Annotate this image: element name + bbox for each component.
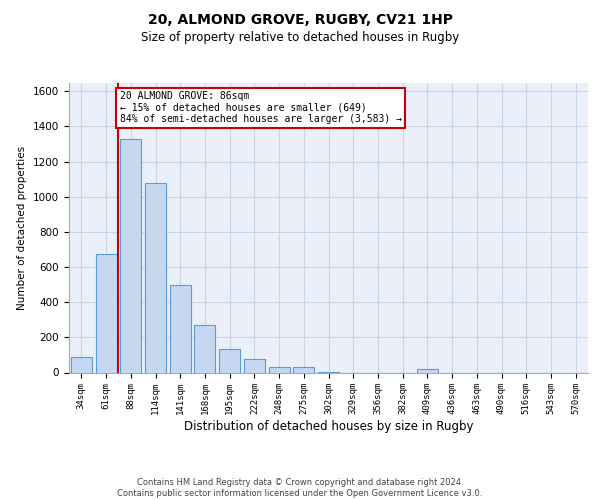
Bar (417, 369, 438, 372)
Bar (145, 182, 166, 372)
Text: 20 ALMOND GROVE: 86sqm
← 15% of detached houses are smaller (649)
84% of semi-de: 20 ALMOND GROVE: 86sqm ← 15% of detached… (119, 92, 401, 124)
Text: Size of property relative to detached houses in Rugby: Size of property relative to detached ho… (141, 31, 459, 44)
Bar (71, 356, 92, 372)
Bar (269, 367, 290, 372)
Bar (293, 367, 314, 372)
Bar (219, 349, 240, 372)
Bar (95, 254, 116, 372)
Bar (120, 138, 141, 372)
Y-axis label: Number of detached properties: Number of detached properties (17, 146, 28, 310)
Text: 20, ALMOND GROVE, RUGBY, CV21 1HP: 20, ALMOND GROVE, RUGBY, CV21 1HP (148, 12, 452, 26)
Bar (244, 360, 265, 372)
Bar (170, 284, 191, 372)
X-axis label: Distribution of detached houses by size in Rugby: Distribution of detached houses by size … (184, 420, 473, 433)
Text: Contains HM Land Registry data © Crown copyright and database right 2024.
Contai: Contains HM Land Registry data © Crown c… (118, 478, 482, 498)
Bar (194, 325, 215, 372)
